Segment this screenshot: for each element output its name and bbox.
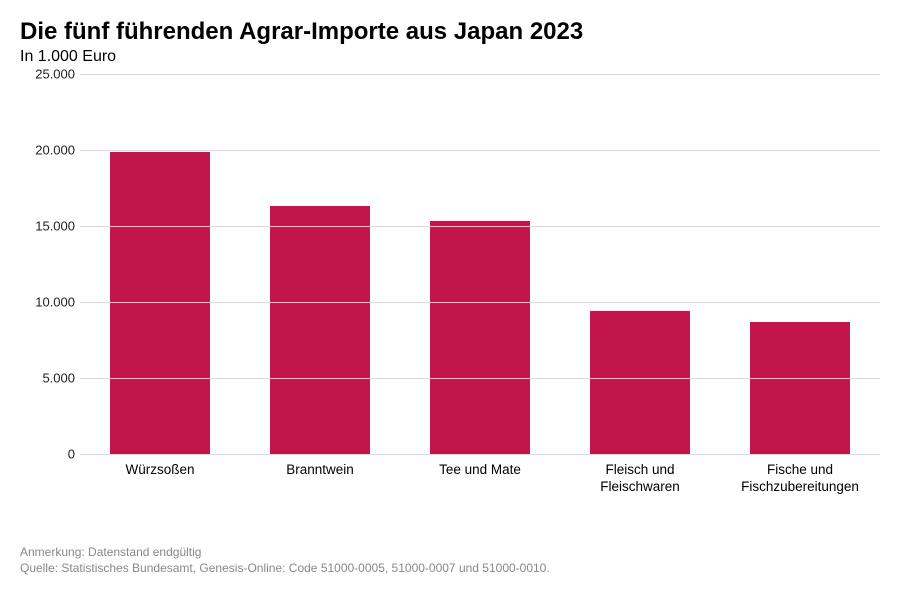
bar-slot: [560, 74, 720, 454]
x-tick-label: Tee und Mate: [400, 454, 560, 514]
chart-area: 05.00010.00015.00020.00025.000 Würzsoßen…: [20, 74, 880, 514]
plot-area: 05.00010.00015.00020.00025.000: [80, 74, 880, 454]
bar: [590, 311, 689, 454]
y-tick-label: 20.000: [25, 143, 75, 158]
y-tick-label: 5.000: [25, 371, 75, 386]
grid-line: [80, 74, 880, 75]
grid-line: [80, 150, 880, 151]
chart-container: Die fünf führenden Agrar-Importe aus Jap…: [0, 0, 900, 590]
x-tick-label: Fische und Fischzubereitungen: [720, 454, 880, 514]
bar-slot: [240, 74, 400, 454]
y-tick-label: 10.000: [25, 295, 75, 310]
bar-slot: [720, 74, 880, 454]
y-tick-label: 0: [25, 447, 75, 462]
bar: [270, 206, 369, 454]
bar: [430, 221, 529, 454]
footer-note: Anmerkung: Datenstand endgültig: [20, 544, 550, 560]
y-tick-label: 15.000: [25, 219, 75, 234]
bar-slot: [400, 74, 560, 454]
x-axis-labels: WürzsoßenBranntweinTee und MateFleisch u…: [80, 454, 880, 514]
chart-subtitle: In 1.000 Euro: [20, 48, 880, 66]
grid-line: [80, 226, 880, 227]
x-tick-label: Würzsoßen: [80, 454, 240, 514]
grid-line: [80, 302, 880, 303]
y-tick-label: 25.000: [25, 67, 75, 82]
chart-title: Die fünf führenden Agrar-Importe aus Jap…: [20, 18, 880, 46]
chart-footer: Anmerkung: Datenstand endgültig Quelle: …: [20, 544, 550, 576]
bar-slot: [80, 74, 240, 454]
grid-line: [80, 378, 880, 379]
footer-source: Quelle: Statistisches Bundesamt, Genesis…: [20, 560, 550, 576]
bars-group: [80, 74, 880, 454]
x-tick-label: Branntwein: [240, 454, 400, 514]
x-tick-label: Fleisch und Fleischwaren: [560, 454, 720, 514]
bar: [750, 322, 849, 454]
